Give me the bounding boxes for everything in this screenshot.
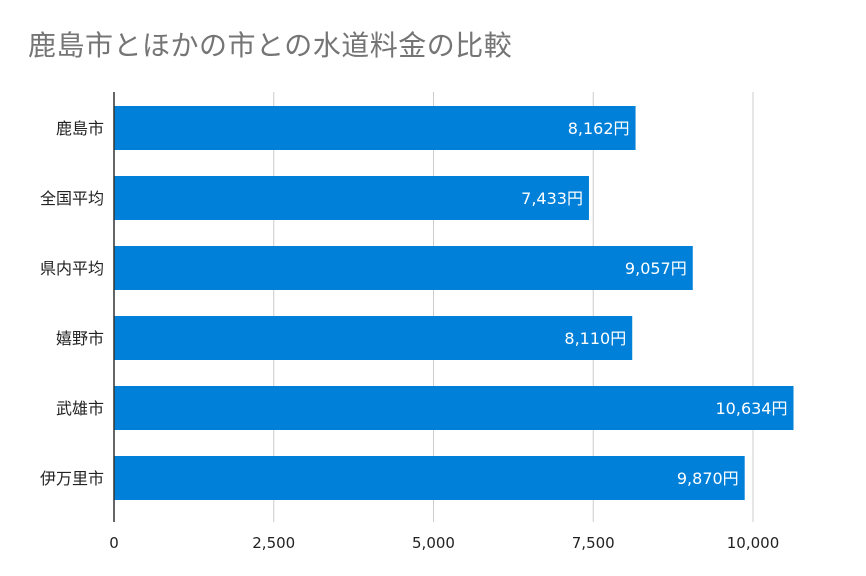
- bar: [114, 246, 693, 290]
- category-label: 全国平均: [40, 189, 104, 208]
- bar: [114, 106, 636, 150]
- bar: [114, 456, 745, 500]
- x-tick-label: 5,000: [412, 534, 455, 552]
- category-label: 武雄市: [56, 399, 104, 418]
- data-label: 8,110円: [564, 329, 626, 348]
- data-label: 7,433円: [521, 189, 583, 208]
- category-label: 嬉野市: [56, 329, 104, 348]
- bar: [114, 386, 794, 430]
- data-label: 10,634円: [716, 399, 788, 418]
- data-label: 9,870円: [677, 469, 739, 488]
- category-label: 県内平均: [40, 259, 104, 278]
- category-label: 鹿島市: [56, 119, 104, 138]
- data-label: 9,057円: [625, 259, 687, 278]
- data-label: 8,162円: [568, 119, 630, 138]
- category-label: 伊万里市: [40, 469, 104, 488]
- x-tick-label: 10,000: [727, 534, 780, 552]
- x-tick-label: 2,500: [252, 534, 295, 552]
- chart-title: 鹿島市とほかの市との水道料金の比較: [28, 29, 513, 62]
- x-tick-label: 7,500: [572, 534, 615, 552]
- bar: [114, 316, 633, 360]
- x-tick-label: 0: [109, 534, 119, 552]
- bar: [114, 176, 589, 220]
